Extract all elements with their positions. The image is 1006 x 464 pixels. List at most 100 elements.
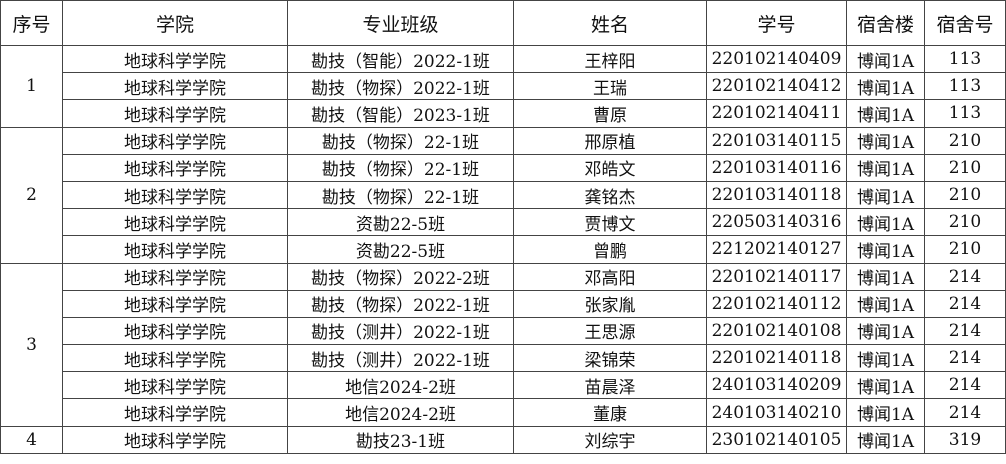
cell-student-id: 220102140412 xyxy=(706,72,847,101)
cell-name: 王思源 xyxy=(513,316,707,346)
table-row: 地球科学学院 勘技（测井）2022-1班 梁锦荣 220102140118 博闻1A 21… xyxy=(1,344,1006,373)
cell-building: 博闻1A xyxy=(846,262,925,291)
cell-student-id: 220103140116 xyxy=(706,153,847,182)
cell-room: 214 xyxy=(924,316,1006,346)
cell-college: 地球科学学院 xyxy=(62,398,288,427)
cell-building: 博闻1A xyxy=(846,153,925,182)
cell-index: 2 xyxy=(0,126,63,264)
table-row: 地球科学学院 勘技（物探）22-1班 龚铭杰 220103140118 博闻1A 210 xyxy=(1,180,1006,210)
cell-name: 贾博文 xyxy=(513,208,707,237)
table-row: 3 地球科学学院 勘技（物探）2022-2班 邓高阳 220102140117 博闻1A 2… xyxy=(0,262,1006,427)
cell-class: 地信2024-2班 xyxy=(287,371,514,400)
cell-student-id: 220103140115 xyxy=(706,126,847,155)
cell-name: 董康 xyxy=(513,398,707,427)
cell-name: 张家胤 xyxy=(513,289,707,318)
cell-college: 地球科学学院 xyxy=(62,316,288,346)
cell-name: 王梓阳 xyxy=(513,44,707,74)
cell-class: 勘技（物探）22-1班 xyxy=(287,153,514,182)
table-row: 地球科学学院 资勘22-5班 曾鹏 221202140127 博闻1A 210 xyxy=(1,235,1006,264)
table-row: 地球科学学院 地信2024-2班 苗晨泽 240103140209 博闻1A 214 xyxy=(1,371,1006,400)
cell-name: 邓高阳 xyxy=(513,262,707,291)
cell-college: 地球科学学院 xyxy=(62,99,288,128)
cell-building: 博闻1A xyxy=(846,44,925,74)
cell-name: 苗晨泽 xyxy=(513,371,707,400)
cell-student-id: 220103140118 xyxy=(706,180,847,210)
table-row: 地球科学学院 勘技（物探）22-1班 邓皓文 220103140116 博闻1A 210 xyxy=(1,153,1006,182)
cell-room: 113 xyxy=(924,44,1006,74)
cell-room: 210 xyxy=(924,180,1006,210)
cell-college: 地球科学学院 xyxy=(62,44,288,74)
cell-student-id: 240103140210 xyxy=(706,398,847,427)
header-row: 序号 学院 专业班级 姓名 学号 宿舍楼 宿舍号 xyxy=(0,0,1006,46)
cell-college: 地球科学学院 xyxy=(62,344,288,373)
cell-college: 地球科学学院 xyxy=(62,208,288,237)
cell-room: 210 xyxy=(924,126,1006,155)
header-class: 专业班级 xyxy=(287,0,514,46)
header-room: 宿舍号 xyxy=(924,0,1006,46)
cell-college: 地球科学学院 xyxy=(62,371,288,400)
cell-building: 博闻1A xyxy=(846,208,925,237)
cell-building: 博闻1A xyxy=(846,425,925,454)
cell-college: 地球科学学院 xyxy=(62,425,288,454)
cell-student-id: 230102140105 xyxy=(706,425,847,454)
cell-building: 博闻1A xyxy=(846,289,925,318)
cell-building: 博闻1A xyxy=(846,99,925,128)
cell-name: 邓皓文 xyxy=(513,153,707,182)
cell-class: 勘技23-1班 xyxy=(287,425,514,454)
cell-name: 邢原植 xyxy=(513,126,707,155)
cell-building: 博闻1A xyxy=(846,398,925,427)
cell-student-id: 220102140409 xyxy=(706,44,847,74)
cell-class: 勘技（物探）2022-1班 xyxy=(287,289,514,318)
dormitory-table: 序号 学院 专业班级 姓名 学号 宿舍楼 宿舍号 1 地球科学学院 勘技（智能）20… xyxy=(0,0,1006,454)
cell-student-id: 221202140127 xyxy=(706,235,847,264)
table-row: 2 地球科学学院 勘技（物探）22-1班 邢原植 220103140115 博闻1A 210 xyxy=(0,126,1006,264)
cell-student-id: 220102140411 xyxy=(706,99,847,128)
cell-class: 勘技（物探）22-1班 xyxy=(287,180,514,210)
table-row: 地球科学学院 勘技（测井）2022-1班 王思源 220102140108 博闻1A 21… xyxy=(1,316,1006,346)
cell-room: 214 xyxy=(924,262,1006,291)
cell-room: 113 xyxy=(924,99,1006,128)
cell-college: 地球科学学院 xyxy=(62,126,288,155)
table-row: 地球科学学院 勘技（物探）2022-1班 张家胤 220102140112 博闻1A 21… xyxy=(1,289,1006,318)
cell-student-id: 220102140117 xyxy=(706,262,847,291)
table-row: 地球科学学院 资勘22-5班 贾博文 220503140316 博闻1A 210 xyxy=(1,208,1006,237)
cell-room: 214 xyxy=(924,344,1006,373)
cell-building: 博闻1A xyxy=(846,72,925,101)
cell-building: 博闻1A xyxy=(846,180,925,210)
table-row: 地球科学学院 勘技（物探）2022-1班 王瑞 220102140412 博闻1A 113 xyxy=(1,72,1006,101)
cell-name: 梁锦荣 xyxy=(513,344,707,373)
table-row: 地球科学学院 勘技（智能）2023-1班 曹原 220102140411 博闻1A 113 xyxy=(1,99,1006,128)
cell-class: 勘技（测井）2022-1班 xyxy=(287,344,514,373)
cell-college: 地球科学学院 xyxy=(62,262,288,291)
header-student-id: 学号 xyxy=(706,0,847,46)
cell-name: 王瑞 xyxy=(513,72,707,101)
cell-building: 博闻1A xyxy=(846,126,925,155)
table-row: 4 地球科学学院 勘技23-1班 刘综宇 230102140105 博闻1A 319 xyxy=(0,425,1006,454)
cell-student-id: 220102140118 xyxy=(706,344,847,373)
cell-student-id: 220102140112 xyxy=(706,289,847,318)
header-name: 姓名 xyxy=(513,0,707,46)
cell-building: 博闻1A xyxy=(846,371,925,400)
cell-class: 勘技（智能）2022-1班 xyxy=(287,44,514,74)
cell-class: 勘技（物探）22-1班 xyxy=(287,126,514,155)
cell-class: 地信2024-2班 xyxy=(287,398,514,427)
cell-name: 龚铭杰 xyxy=(513,180,707,210)
cell-name: 曾鹏 xyxy=(513,235,707,264)
cell-name: 刘综宇 xyxy=(513,425,707,454)
table-row: 地球科学学院 地信2024-2班 董康 240103140210 博闻1A 214 xyxy=(1,398,1006,427)
cell-building: 博闻1A xyxy=(846,316,925,346)
cell-student-id: 220102140108 xyxy=(706,316,847,346)
cell-college: 地球科学学院 xyxy=(62,235,288,264)
cell-room: 210 xyxy=(924,208,1006,237)
cell-class: 资勘22-5班 xyxy=(287,208,514,237)
cell-room: 113 xyxy=(924,72,1006,101)
cell-college: 地球科学学院 xyxy=(62,289,288,318)
cell-room: 214 xyxy=(924,289,1006,318)
cell-index: 4 xyxy=(0,425,63,454)
cell-class: 勘技（物探）2022-1班 xyxy=(287,72,514,101)
cell-college: 地球科学学院 xyxy=(62,153,288,182)
cell-class: 勘技（智能）2023-1班 xyxy=(287,99,514,128)
cell-student-id: 220503140316 xyxy=(706,208,847,237)
cell-index: 3 xyxy=(0,262,63,427)
cell-room: 214 xyxy=(924,371,1006,400)
